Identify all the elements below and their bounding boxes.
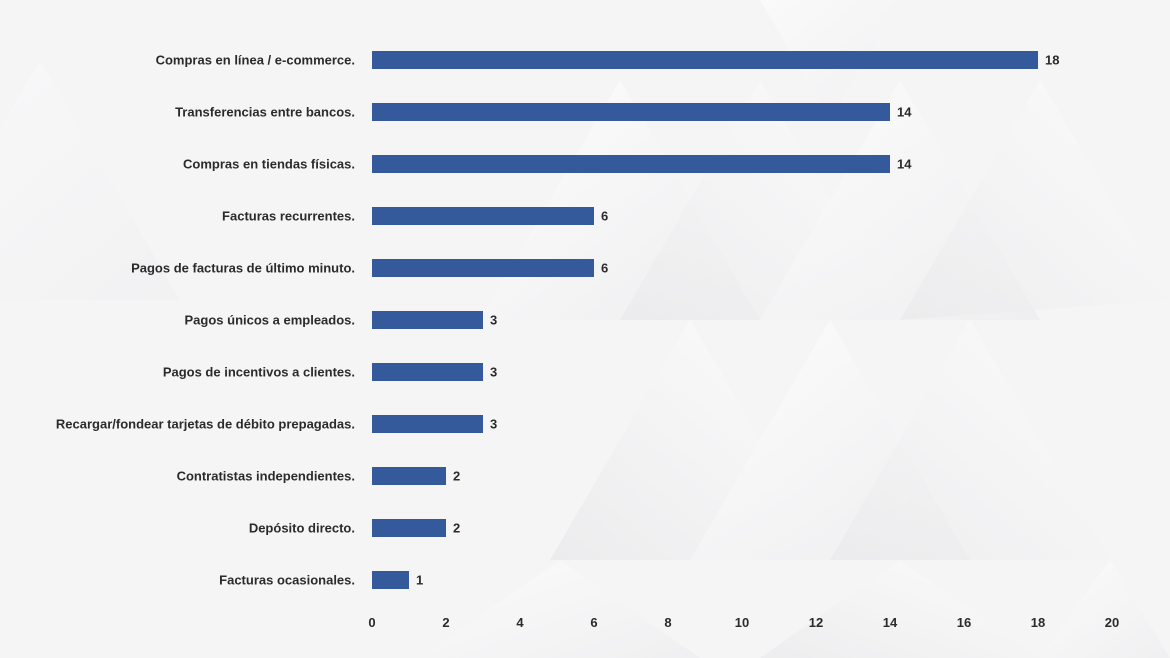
value-label: 1 bbox=[416, 573, 423, 588]
category-label: Contratistas independientes. bbox=[177, 469, 355, 484]
value-labels: 18 14 14 6 6 3 3 3 2 2 1 bbox=[416, 53, 1059, 588]
value-label: 18 bbox=[1045, 53, 1059, 68]
x-tick-label: 14 bbox=[883, 615, 898, 630]
category-label: Compras en tiendas físicas. bbox=[183, 157, 355, 172]
x-tick-label: 16 bbox=[957, 615, 971, 630]
category-label: Facturas recurrentes. bbox=[222, 209, 355, 224]
value-label: 2 bbox=[453, 521, 460, 536]
value-label: 14 bbox=[897, 105, 912, 120]
category-label: Transferencias entre bancos. bbox=[175, 105, 355, 120]
x-tick-label: 4 bbox=[516, 615, 524, 630]
bar bbox=[372, 311, 483, 329]
value-label: 3 bbox=[490, 365, 497, 380]
x-tick-label: 10 bbox=[735, 615, 749, 630]
bar bbox=[372, 415, 483, 433]
bar bbox=[372, 51, 1038, 69]
x-axis-ticks: 0 2 4 6 8 10 12 14 16 18 20 bbox=[368, 615, 1119, 630]
x-tick-label: 0 bbox=[368, 615, 375, 630]
x-tick-label: 20 bbox=[1105, 615, 1119, 630]
category-labels: Compras en línea / e-commerce. Transferen… bbox=[56, 53, 355, 588]
x-tick-label: 2 bbox=[442, 615, 449, 630]
bar bbox=[372, 519, 446, 537]
bar bbox=[372, 155, 890, 173]
bars bbox=[372, 51, 1038, 589]
bar bbox=[372, 363, 483, 381]
bar bbox=[372, 207, 594, 225]
value-label: 6 bbox=[601, 209, 608, 224]
value-label: 2 bbox=[453, 469, 460, 484]
value-label: 14 bbox=[897, 157, 912, 172]
bar bbox=[372, 467, 446, 485]
bar bbox=[372, 103, 890, 121]
category-label: Depósito directo. bbox=[249, 521, 355, 536]
bar bbox=[372, 259, 594, 277]
category-label: Compras en línea / e-commerce. bbox=[156, 53, 355, 68]
category-label: Recargar/fondear tarjetas de débito prep… bbox=[56, 417, 355, 432]
value-label: 3 bbox=[490, 417, 497, 432]
value-label: 3 bbox=[490, 313, 497, 328]
category-label: Pagos de facturas de último minuto. bbox=[131, 261, 355, 276]
bar bbox=[372, 571, 409, 589]
value-label: 6 bbox=[601, 261, 608, 276]
category-label: Pagos únicos a empleados. bbox=[185, 313, 356, 328]
x-tick-label: 8 bbox=[664, 615, 671, 630]
category-label: Facturas ocasionales. bbox=[219, 573, 355, 588]
x-tick-label: 6 bbox=[590, 615, 597, 630]
category-label: Pagos de incentivos a clientes. bbox=[163, 365, 355, 380]
x-tick-label: 12 bbox=[809, 615, 823, 630]
x-tick-label: 18 bbox=[1031, 615, 1045, 630]
